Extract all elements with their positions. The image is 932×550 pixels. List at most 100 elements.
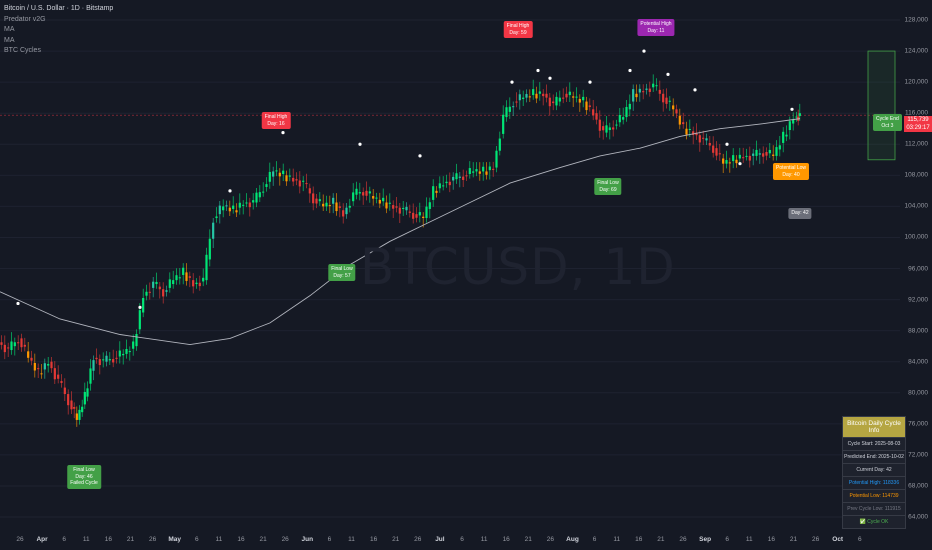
signal-dot xyxy=(16,301,20,306)
indicator-predator[interactable]: Predator v2G xyxy=(4,15,46,23)
y-tick-label: 96,000 xyxy=(908,265,928,272)
candle-body xyxy=(522,97,525,99)
candle-body xyxy=(272,171,275,177)
label-final-low-apr: Final Low Day: 46 Failed Cycle xyxy=(67,465,101,489)
candle-body xyxy=(588,105,591,107)
candle-body xyxy=(615,124,618,126)
y-tick-label: 84,000 xyxy=(908,358,928,366)
candle-body xyxy=(60,381,63,383)
x-tick-label: 6 xyxy=(194,536,199,543)
candle-body xyxy=(165,290,168,292)
cycle-end-line: Cycle End xyxy=(876,116,899,122)
y-tick-label: 112,000 xyxy=(904,140,928,148)
candle-body xyxy=(782,131,785,143)
label-final-high-jul: Final High Day: 59 xyxy=(503,21,533,38)
cycle-end-line: Oct 3 xyxy=(881,122,894,129)
candle-body xyxy=(392,205,395,209)
signal-dot xyxy=(138,305,142,309)
last-price-tag: 115,739 03:29:17 xyxy=(904,116,932,132)
candle-body xyxy=(332,197,335,204)
candle-body xyxy=(215,216,218,219)
x-tick-label: 21 xyxy=(657,536,665,543)
candle-body xyxy=(565,93,568,98)
candle-body xyxy=(372,196,375,199)
candle-body xyxy=(368,191,371,194)
x-tick-label: 16 xyxy=(767,536,776,543)
candle-body xyxy=(358,192,361,194)
candle-body xyxy=(242,204,245,206)
candle-body xyxy=(438,183,441,189)
candle-body xyxy=(668,100,671,102)
candle-body xyxy=(362,192,365,196)
candle-body xyxy=(598,119,601,131)
candle-body xyxy=(712,145,715,153)
info-row-predicted-end: Predicted End: 2025-10-02 xyxy=(843,450,905,463)
candle-body xyxy=(472,171,475,173)
candle-body xyxy=(208,238,211,260)
x-tick-label: 26 xyxy=(16,536,24,543)
candle-body xyxy=(572,96,575,98)
signal-dot xyxy=(642,49,646,53)
info-row-potential-high: Potential High: 118336 xyxy=(843,476,905,489)
candle-body xyxy=(518,94,521,101)
candle-body xyxy=(475,169,478,172)
candle-body xyxy=(105,355,108,362)
candle-body xyxy=(112,359,115,363)
y-tick-label: 72,000 xyxy=(908,451,928,459)
candle-body xyxy=(765,152,768,156)
candle-body xyxy=(405,206,408,211)
x-tick-label: Sep xyxy=(699,536,712,543)
candle-body xyxy=(442,185,445,187)
candle-body xyxy=(622,117,625,120)
x-tick-label: 16 xyxy=(635,536,643,543)
candle-body xyxy=(255,192,258,203)
candle-body xyxy=(278,172,281,177)
candle-body xyxy=(538,91,541,94)
y-tick-label: 120,000 xyxy=(904,78,929,86)
candle-body xyxy=(285,175,288,182)
symbol-title[interactable]: Bitcoin / U.S. Dollar · 1D · Bitstamp xyxy=(4,5,114,12)
x-tick-label: Oct xyxy=(832,536,844,543)
label-line: Final High xyxy=(506,23,530,29)
candle-body xyxy=(83,391,86,405)
price-axis[interactable]: 128,000 124,000 120,000 116,000 112,000 108,0… xyxy=(900,0,932,550)
indicator-ma-1[interactable]: MA xyxy=(4,26,15,33)
signal-dot xyxy=(510,80,514,84)
candle-body xyxy=(592,109,595,116)
label-day-42: Day: 42 xyxy=(788,208,812,219)
candle-body xyxy=(645,88,648,90)
candle-body xyxy=(185,272,188,281)
x-tick-label: 6 xyxy=(460,536,464,543)
signal-dot xyxy=(628,68,632,73)
candle-body xyxy=(695,132,698,136)
candle-body xyxy=(7,347,10,349)
signal-dot xyxy=(725,142,729,146)
candle-body xyxy=(298,180,301,187)
y-tick-label: 104,000 xyxy=(904,202,929,210)
candle-body xyxy=(95,357,98,360)
label-line: Final High xyxy=(264,114,288,120)
indicator-ma-2[interactable]: MA xyxy=(4,36,15,44)
indicator-btc-cycles[interactable]: BTC Cycles xyxy=(4,47,41,54)
candle-body xyxy=(488,166,491,171)
candle-body xyxy=(582,96,585,101)
x-tick-label: 16 xyxy=(502,536,510,543)
candle-body xyxy=(508,106,511,112)
candle-body xyxy=(532,89,535,96)
candle-body xyxy=(775,147,778,156)
label-line: Day: 46 xyxy=(75,473,93,480)
candle-body xyxy=(742,157,745,159)
candle-body xyxy=(70,400,73,410)
y-tick-label: 64,000 xyxy=(908,513,928,521)
candle-body xyxy=(718,153,721,155)
signal-dot xyxy=(228,189,232,193)
candle-body xyxy=(528,96,531,98)
candle-body xyxy=(735,159,738,164)
candle-body xyxy=(575,96,578,98)
candle-body xyxy=(335,202,338,212)
signal-dot xyxy=(693,88,697,92)
x-tick-label: 11 xyxy=(82,536,90,543)
candle-body xyxy=(222,206,225,211)
